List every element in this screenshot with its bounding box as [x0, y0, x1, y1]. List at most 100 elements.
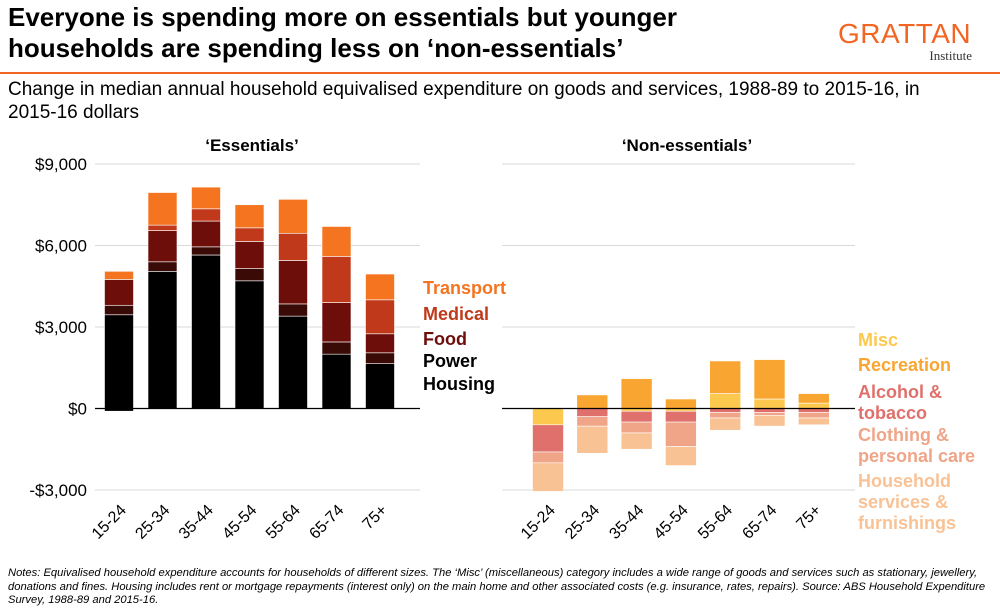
bar-household-services-furnishings-45-54: [665, 446, 697, 466]
bar-clothing-personal-care-75: [797, 412, 830, 419]
logo-wordmark: GRATTAN: [838, 18, 972, 49]
bar-housing-25-34: [147, 271, 178, 409]
bar-power-15-24: [104, 304, 134, 316]
bar-transport-65-74: [321, 226, 352, 257]
bar-housing-65-74: [321, 353, 352, 409]
x-tick-label: 45-54: [651, 502, 692, 543]
bar-alcohol-tobacco-15-24: [532, 424, 564, 453]
charts-canvas: -$3,000 $0 $3,000 $6,000 $9,000 ‘Essentials’ 1…: [29, 136, 975, 543]
x-tick-label: 25-34: [132, 502, 173, 543]
panel-title: ‘Essentials’: [205, 136, 299, 155]
bar-food-35-44: [191, 220, 221, 248]
bar-alcohol-tobacco-35-44: [620, 410, 653, 423]
bar-recreation-75: [797, 393, 830, 404]
legend-medical: Medical: [423, 304, 489, 324]
x-tick-label: 15-24: [89, 502, 130, 543]
bar-transport-35-44: [191, 186, 221, 210]
bar-household-services-furnishings-65-74: [753, 414, 786, 427]
x-tick-label: 15-24: [518, 502, 559, 543]
bar-transport-25-34: [147, 192, 178, 226]
bar-medical-75: [365, 299, 395, 335]
bar-alcohol-tobacco-55-64: [709, 408, 742, 413]
x-tick-label: 45-54: [219, 502, 260, 543]
bar-alcohol-tobacco-25-34: [576, 408, 609, 417]
chart-subtitle: Change in median annual household equiva…: [8, 79, 920, 123]
bar-recreation-65-74: [753, 359, 786, 400]
bar-clothing-personal-care-65-74: [753, 412, 786, 416]
bar-medical-65-74: [321, 256, 352, 303]
bar-misc-55-64: [709, 393, 742, 409]
y-tick-label: $3,000: [35, 318, 87, 337]
y-tick-label: -$3,000: [29, 481, 87, 500]
x-tick-label: 55-64: [263, 502, 304, 543]
bar-housing-55-64: [278, 315, 308, 409]
bar-alcohol-tobacco-65-74: [753, 408, 786, 413]
chart-notes: Notes: Equivalised household expenditure…: [8, 567, 986, 606]
bar-recreation-55-64: [709, 360, 742, 394]
bar-clothing-personal-care-55-64: [709, 412, 742, 419]
bar-household-services-furnishings-35-44: [620, 432, 653, 450]
bar-power-65-74: [321, 341, 352, 355]
bar-clothing-personal-care-45-54: [665, 421, 697, 447]
chart-title: Everyone is spending more on essentials …: [8, 2, 677, 63]
bar-food-75: [365, 333, 395, 354]
x-tick-label: 25-34: [562, 502, 603, 543]
legend-housing: Housing: [423, 374, 495, 394]
legend-clothing-personal-care: Clothing & personal care: [858, 425, 975, 466]
bar-clothing-personal-care-35-44: [620, 421, 653, 434]
chart-panel-essentials: -$3,000 $0 $3,000 $6,000 $9,000 ‘Essentials’ 1…: [29, 136, 506, 543]
legend-transport: Transport: [423, 278, 506, 298]
bar-medical-45-54: [234, 227, 265, 242]
bar-food-45-54: [234, 241, 265, 269]
bar-transport-15-24: [104, 271, 134, 280]
bar-household-services-furnishings-25-34: [576, 425, 609, 454]
bar-recreation-35-44: [620, 378, 653, 409]
bar-medical-35-44: [191, 208, 221, 222]
legend-misc: Misc: [858, 330, 898, 350]
x-tick-label: 65-74: [739, 502, 780, 543]
bar-housing-35-44: [191, 254, 221, 409]
bar-food-25-34: [147, 230, 178, 263]
bar-housing-15-24: [104, 314, 134, 409]
bar-power-25-34: [147, 261, 178, 272]
bar-misc-15-24: [532, 408, 564, 426]
bar-transport-75: [365, 273, 395, 301]
bar-food-55-64: [278, 260, 308, 305]
bar-household-services-furnishings-75: [797, 417, 830, 426]
bar-alcohol-tobacco-75: [797, 408, 830, 413]
logo-subtitle: Institute: [929, 48, 972, 63]
y-tick-label: $9,000: [35, 155, 87, 174]
bar-recreation-45-54: [665, 398, 697, 409]
bar-food-15-24: [104, 279, 134, 306]
x-tick-label: 65-74: [306, 502, 347, 543]
bar-misc-65-74: [753, 398, 786, 409]
x-tick-label: 75+: [793, 502, 824, 533]
y-tick-label: $6,000: [35, 237, 87, 256]
bar-clothing-personal-care-25-34: [576, 416, 609, 427]
bar-medical-55-64: [278, 232, 308, 261]
bar-power-35-44: [191, 246, 221, 256]
grattan-logo: GRATTAN Institute: [838, 18, 978, 64]
bar-power-75: [365, 352, 395, 364]
bar-food-65-74: [321, 302, 352, 343]
bar-household-services-furnishings-55-64: [709, 417, 742, 431]
bar-household-services-furnishings-15-24: [532, 462, 564, 492]
legend-food: Food: [423, 329, 467, 349]
legend-power: Power: [423, 351, 477, 371]
chart-panel-non-essentials: ‘Non-essentials’ 15-24 25-34 35-44 45-54 55-6…: [502, 136, 975, 543]
header-rule: [0, 72, 1000, 74]
bar-transport-55-64: [278, 199, 308, 234]
panel-title: ‘Non-essentials’: [622, 136, 752, 155]
x-tick-label: 35-44: [176, 502, 217, 543]
bar-medical-25-34: [147, 224, 178, 231]
bar-transport-45-54: [234, 204, 265, 229]
legend-household-services-furnishings: Household services & furnishings: [858, 471, 956, 533]
bar-misc-75: [797, 402, 830, 409]
bar-housing-45-54: [234, 280, 265, 409]
x-tick-label: 75+: [360, 502, 391, 533]
y-tick-label: $0: [68, 400, 87, 419]
legend-recreation: Recreation: [858, 355, 951, 375]
bar-alcohol-tobacco-45-54: [665, 410, 697, 423]
x-tick-label: 55-64: [695, 502, 736, 543]
bar-power-55-64: [278, 303, 308, 317]
